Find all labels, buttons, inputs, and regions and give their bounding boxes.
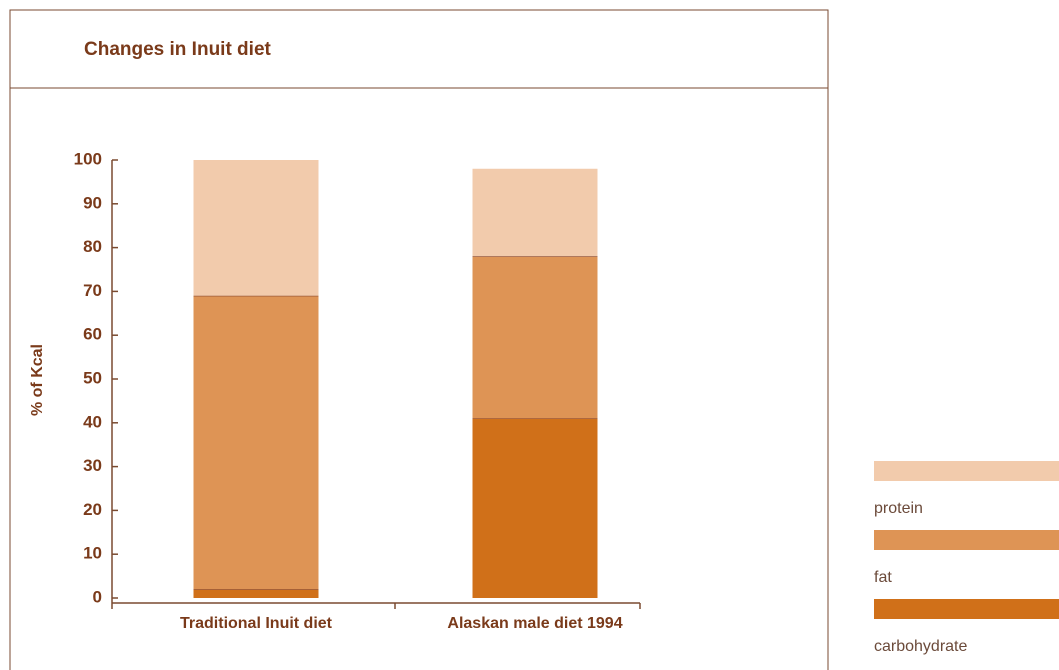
bar-segment — [472, 168, 598, 257]
y-tick-label: 40 — [83, 412, 102, 431]
y-tick-label: 20 — [83, 500, 102, 519]
y-tick-label: 100 — [74, 149, 102, 168]
x-tick-label: Alaskan male diet 1994 — [447, 615, 623, 632]
y-tick-label: 60 — [83, 325, 102, 344]
bar-segment — [472, 256, 598, 419]
legend-swatch — [874, 530, 1059, 550]
bar-segment — [193, 295, 319, 590]
legend-label: fat — [874, 569, 892, 586]
y-tick-label: 80 — [83, 237, 102, 256]
y-tick-label: 50 — [83, 368, 102, 387]
frame — [9, 9, 829, 670]
legend-swatch — [874, 461, 1059, 481]
y-tick-label: 0 — [93, 587, 102, 606]
bar-segment — [193, 589, 319, 598]
y-tick-label: 90 — [83, 193, 102, 212]
y-tick-label: 10 — [83, 544, 102, 563]
y-tick-label: 30 — [83, 456, 102, 475]
chart-title: Changes in Inuit diet — [84, 39, 272, 60]
legend-label: carbohydrate — [874, 638, 967, 655]
legend-swatch — [874, 599, 1059, 619]
y-axis-label: % of Kcal — [29, 344, 46, 416]
x-tick-label: Traditional Inuit diet — [180, 615, 332, 632]
y-tick-label: 70 — [83, 281, 102, 300]
legend-label: protein — [874, 500, 923, 517]
bar-segment — [472, 418, 598, 598]
bar-segment — [193, 160, 319, 296]
